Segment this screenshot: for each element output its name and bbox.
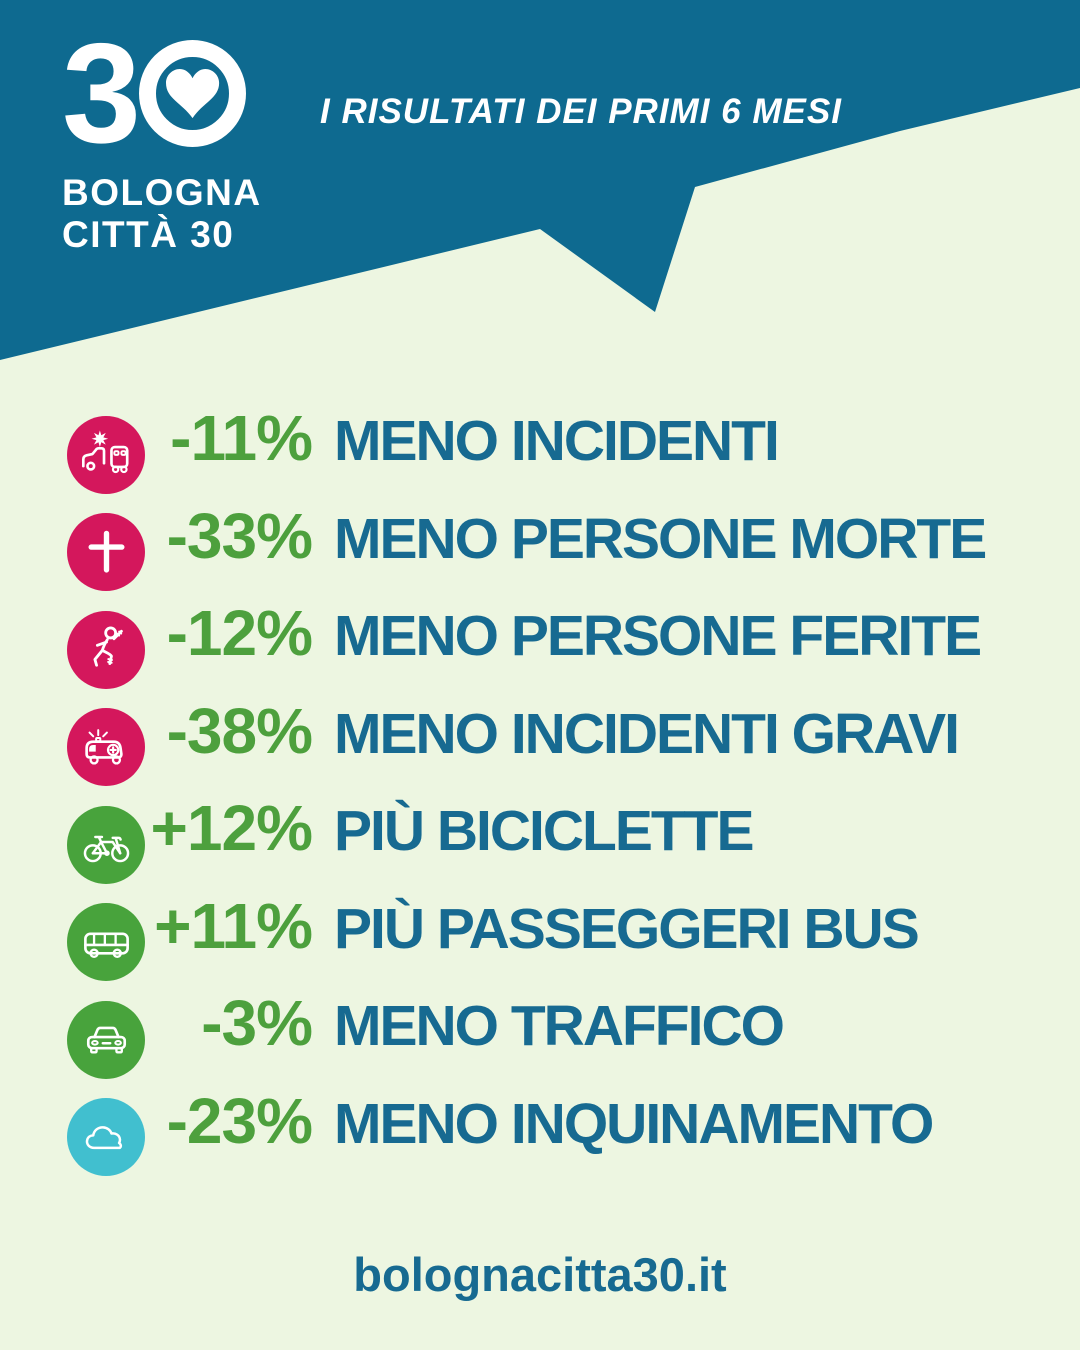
stat-label: MENO PERSONE FERITE xyxy=(334,604,982,668)
car-crash-icon xyxy=(80,428,133,481)
stat-value: +12% xyxy=(150,792,313,864)
footer-url: bolognacitta30.it xyxy=(353,1248,727,1301)
stat-icon-circle xyxy=(67,415,145,494)
stat-value: -12% xyxy=(166,597,313,669)
logo-word-citta30: CITTÀ 30 xyxy=(62,213,235,255)
stats-list: -11% MENO INCIDENTI -33% MENO PERSONE MO… xyxy=(67,406,1047,1186)
stat-value: -33% xyxy=(166,499,313,572)
stat-label: MENO INCIDENTI GRAVI xyxy=(334,701,960,766)
bicycle-icon xyxy=(80,818,133,871)
logo: 3 BOLOGNA CITTÀ 30 xyxy=(62,14,262,255)
stat-label: MENO TRAFFICO xyxy=(334,994,785,1058)
stat-label: PIÙ BICICLETTE xyxy=(334,799,755,863)
pollution-cloud-icon xyxy=(80,1111,133,1164)
stat-row: +12% PIÙ BICICLETTE xyxy=(67,796,1047,894)
stat-icon-circle xyxy=(67,610,145,689)
stat-row: +11% PIÙ PASSEGGERI BUS xyxy=(67,894,1047,992)
stat-row: -3% MENO TRAFFICO xyxy=(67,991,1047,1089)
stat-row: -33% MENO PERSONE MORTE xyxy=(67,504,1047,602)
stat-label: MENO INCIDENTI xyxy=(334,409,780,473)
logo-word-bologna: BOLOGNA xyxy=(62,171,262,213)
car-front-icon xyxy=(80,1013,133,1066)
stat-label: PIÙ PASSEGGERI BUS xyxy=(334,896,920,961)
stat-row: -11% MENO INCIDENTI xyxy=(67,406,1047,504)
logo-30-heart: 3 xyxy=(62,14,262,173)
stat-icon-circle xyxy=(67,1000,145,1079)
stat-value: -38% xyxy=(166,694,313,767)
stat-icon-circle xyxy=(67,513,145,592)
header-subtitle: I RISULTATI DEI PRIMI 6 MESI xyxy=(320,92,842,131)
stat-row: -12% MENO PERSONE FERITE xyxy=(67,601,1047,699)
stat-value: +11% xyxy=(154,889,313,962)
stat-label: MENO INQUINAMENTO xyxy=(334,1091,934,1156)
stat-row: -23% MENO INQUINAMENTO xyxy=(67,1089,1047,1187)
stat-icon-circle xyxy=(67,903,145,982)
stat-icon-circle xyxy=(67,1098,145,1177)
falling-person-icon xyxy=(80,623,133,676)
memorial-cross-icon xyxy=(80,526,133,579)
stat-icon-circle xyxy=(67,708,145,787)
stat-value: -3% xyxy=(201,987,313,1059)
bus-icon xyxy=(80,916,133,969)
heart-in-circle-icon xyxy=(138,40,246,148)
logo-number-3: 3 xyxy=(62,14,141,173)
stat-row: -38% MENO INCIDENTI GRAVI xyxy=(67,699,1047,797)
header-banner-shape xyxy=(0,0,1080,360)
stat-label: MENO PERSONE MORTE xyxy=(334,506,987,571)
stat-icon-circle xyxy=(67,805,145,884)
stat-value: -11% xyxy=(170,402,313,474)
ambulance-icon xyxy=(80,721,133,774)
stat-value: -23% xyxy=(166,1084,313,1157)
